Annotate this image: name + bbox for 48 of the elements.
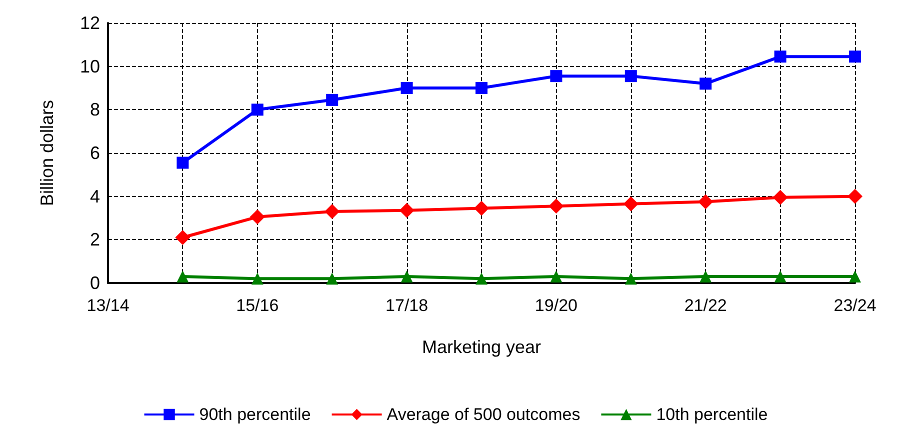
y-tick-label: 2 [90, 230, 100, 250]
point [326, 94, 338, 106]
point [175, 230, 190, 245]
point [849, 50, 861, 63]
legend-label: Average of 500 outcomes [386, 405, 580, 424]
point [772, 190, 788, 205]
point [700, 270, 712, 282]
y-tick-label: 8 [90, 100, 100, 120]
point [700, 78, 712, 90]
point [550, 270, 562, 282]
point [400, 270, 413, 282]
x-axis-title: Marketing year [422, 337, 542, 357]
point [400, 82, 413, 94]
x-tick-label: 13/14 [86, 296, 130, 315]
point [476, 272, 488, 285]
legend-label: 10th percentile [656, 405, 768, 424]
point [326, 272, 338, 285]
point [474, 200, 489, 216]
x-tick-label: 15/16 [236, 296, 279, 315]
point [476, 82, 488, 94]
point [399, 202, 414, 218]
point [849, 270, 861, 282]
y-axis-title: Billion dollars [37, 100, 57, 206]
point [548, 198, 564, 214]
point [324, 204, 340, 219]
point [550, 70, 562, 82]
point [774, 270, 786, 282]
y-tick-label: 6 [90, 143, 100, 163]
point [250, 209, 265, 224]
y-tick-label: 4 [90, 186, 100, 206]
point [624, 70, 637, 82]
point [774, 50, 786, 63]
x-tick-label: 21/22 [684, 296, 727, 315]
y-tick-label: 0 [90, 273, 100, 293]
point [176, 270, 189, 282]
y-tick-label: 12 [80, 13, 100, 33]
legend-label: 90th percentile [199, 405, 311, 424]
point [176, 156, 189, 169]
point [698, 194, 714, 210]
x-tick-label: 19/20 [534, 296, 578, 315]
point [848, 188, 862, 204]
x-tick-label: 23/24 [834, 296, 876, 315]
point [624, 272, 637, 285]
y-tick-label: 10 [80, 56, 100, 76]
x-tick-label: 17/18 [386, 296, 428, 315]
point [251, 104, 264, 116]
point [623, 196, 638, 212]
point [251, 272, 264, 285]
